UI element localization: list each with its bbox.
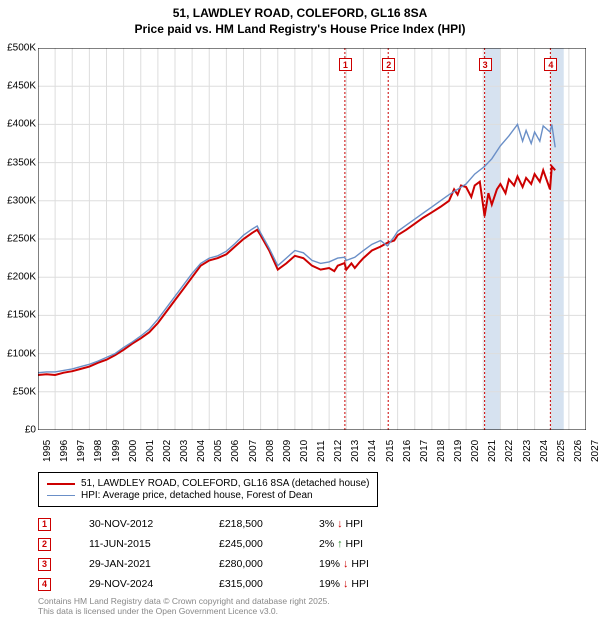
x-tick-label: 2001 bbox=[145, 440, 156, 462]
x-tick-label: 2024 bbox=[539, 440, 550, 462]
sale-diff: 19% ↓ HPI bbox=[319, 558, 429, 570]
y-tick-label: £200K bbox=[7, 272, 36, 283]
x-tick-label: 2022 bbox=[504, 440, 515, 462]
x-tick-label: 2021 bbox=[487, 440, 498, 462]
sale-row: 3 29-JAN-2021£280,00019% ↓ HPI bbox=[38, 554, 429, 574]
sales-table: 1 30-NOV-2012£218,5003% ↓ HPI 2 11-JUN-2015… bbox=[38, 514, 429, 594]
sale-diff: 3% ↓ HPI bbox=[319, 518, 429, 530]
x-tick-label: 2008 bbox=[265, 440, 276, 462]
y-tick-label: £300K bbox=[7, 195, 36, 206]
footer-line1: Contains HM Land Registry data © Crown c… bbox=[38, 596, 330, 606]
x-tick-label: 2019 bbox=[453, 440, 464, 462]
diff-arrow-icon: ↑ bbox=[337, 538, 343, 550]
y-tick-label: £100K bbox=[7, 348, 36, 359]
diff-arrow-icon: ↓ bbox=[343, 578, 349, 590]
x-tick-label: 2018 bbox=[436, 440, 447, 462]
sale-date: 30-NOV-2012 bbox=[89, 518, 219, 530]
x-tick-label: 2025 bbox=[556, 440, 567, 462]
y-tick-label: £350K bbox=[7, 157, 36, 168]
sale-diff: 19% ↓ HPI bbox=[319, 578, 429, 590]
diff-arrow-icon: ↓ bbox=[343, 558, 349, 570]
x-tick-label: 2020 bbox=[470, 440, 481, 462]
x-tick-label: 1998 bbox=[93, 440, 104, 462]
x-tick-label: 2007 bbox=[248, 440, 259, 462]
sale-marker-badge: 2 bbox=[38, 538, 51, 551]
x-tick-label: 1999 bbox=[111, 440, 122, 462]
sale-diff: 2% ↑ HPI bbox=[319, 538, 429, 550]
sale-marker-badge: 4 bbox=[38, 578, 51, 591]
y-tick-label: £500K bbox=[7, 43, 36, 54]
chart-svg bbox=[38, 48, 586, 430]
sale-marker-badge: 1 bbox=[38, 518, 51, 531]
y-tick-label: £450K bbox=[7, 81, 36, 92]
chart-sale-marker: 3 bbox=[479, 58, 492, 71]
y-tick-label: £150K bbox=[7, 310, 36, 321]
legend-swatch bbox=[47, 483, 75, 485]
chart-sale-marker: 2 bbox=[382, 58, 395, 71]
legend-item: 51, LAWDLEY ROAD, COLEFORD, GL16 8SA (de… bbox=[47, 478, 369, 489]
y-axis-labels: £0£50K£100K£150K£200K£250K£300K£350K£400… bbox=[0, 48, 38, 430]
x-axis-labels: 1995 1996 1997 1998 1999 2000 2001 2002 2003 2004… bbox=[38, 432, 586, 472]
sale-date: 29-NOV-2024 bbox=[89, 578, 219, 590]
x-tick-label: 2002 bbox=[162, 440, 173, 462]
legend-label: HPI: Average price, detached house, Fore… bbox=[81, 490, 313, 501]
chart-title: 51, LAWDLEY ROAD, COLEFORD, GL16 8SA Pri… bbox=[0, 0, 600, 37]
x-tick-label: 2013 bbox=[350, 440, 361, 462]
x-tick-label: 2010 bbox=[299, 440, 310, 462]
y-tick-label: £400K bbox=[7, 119, 36, 130]
legend: 51, LAWDLEY ROAD, COLEFORD, GL16 8SA (de… bbox=[38, 472, 378, 507]
footer-line2: This data is licensed under the Open Gov… bbox=[38, 606, 330, 616]
sale-row: 1 30-NOV-2012£218,5003% ↓ HPI bbox=[38, 514, 429, 534]
x-tick-label: 2014 bbox=[367, 440, 378, 462]
x-tick-label: 2006 bbox=[230, 440, 241, 462]
x-tick-label: 2011 bbox=[316, 440, 327, 462]
diff-arrow-icon: ↓ bbox=[337, 518, 343, 530]
x-tick-label: 2005 bbox=[213, 440, 224, 462]
chart-plot-area: 1 2 3 4 bbox=[38, 48, 586, 430]
x-tick-label: 2015 bbox=[385, 440, 396, 462]
x-tick-label: 2026 bbox=[573, 440, 584, 462]
title-line1: 51, LAWDLEY ROAD, COLEFORD, GL16 8SA bbox=[0, 6, 600, 22]
x-tick-label: 1997 bbox=[76, 440, 87, 462]
x-tick-label: 2003 bbox=[179, 440, 190, 462]
sale-date: 11-JUN-2015 bbox=[89, 538, 219, 550]
sale-price: £245,000 bbox=[219, 538, 319, 550]
x-tick-label: 2017 bbox=[419, 440, 430, 462]
sale-row: 2 11-JUN-2015£245,0002% ↑ HPI bbox=[38, 534, 429, 554]
sale-row: 4 29-NOV-2024£315,00019% ↓ HPI bbox=[38, 574, 429, 594]
title-line2: Price paid vs. HM Land Registry's House … bbox=[0, 22, 600, 38]
x-tick-label: 2009 bbox=[282, 440, 293, 462]
sale-price: £315,000 bbox=[219, 578, 319, 590]
sale-price: £280,000 bbox=[219, 558, 319, 570]
y-tick-label: £0 bbox=[25, 425, 36, 436]
x-tick-label: 1995 bbox=[42, 440, 53, 462]
sale-price: £218,500 bbox=[219, 518, 319, 530]
y-tick-label: £50K bbox=[13, 386, 36, 397]
chart-sale-marker: 1 bbox=[339, 58, 352, 71]
legend-label: 51, LAWDLEY ROAD, COLEFORD, GL16 8SA (de… bbox=[81, 478, 369, 489]
x-tick-label: 1996 bbox=[59, 440, 70, 462]
legend-item: HPI: Average price, detached house, Fore… bbox=[47, 490, 369, 501]
sale-marker-badge: 3 bbox=[38, 558, 51, 571]
footer-attribution: Contains HM Land Registry data © Crown c… bbox=[38, 596, 330, 616]
x-tick-label: 2027 bbox=[590, 440, 600, 462]
x-tick-label: 2012 bbox=[333, 440, 344, 462]
x-tick-label: 2000 bbox=[128, 440, 139, 462]
sale-date: 29-JAN-2021 bbox=[89, 558, 219, 570]
x-tick-label: 2016 bbox=[402, 440, 413, 462]
x-tick-label: 2004 bbox=[196, 440, 207, 462]
y-tick-label: £250K bbox=[7, 234, 36, 245]
chart-sale-marker: 4 bbox=[544, 58, 557, 71]
legend-swatch bbox=[47, 495, 75, 496]
x-tick-label: 2023 bbox=[522, 440, 533, 462]
